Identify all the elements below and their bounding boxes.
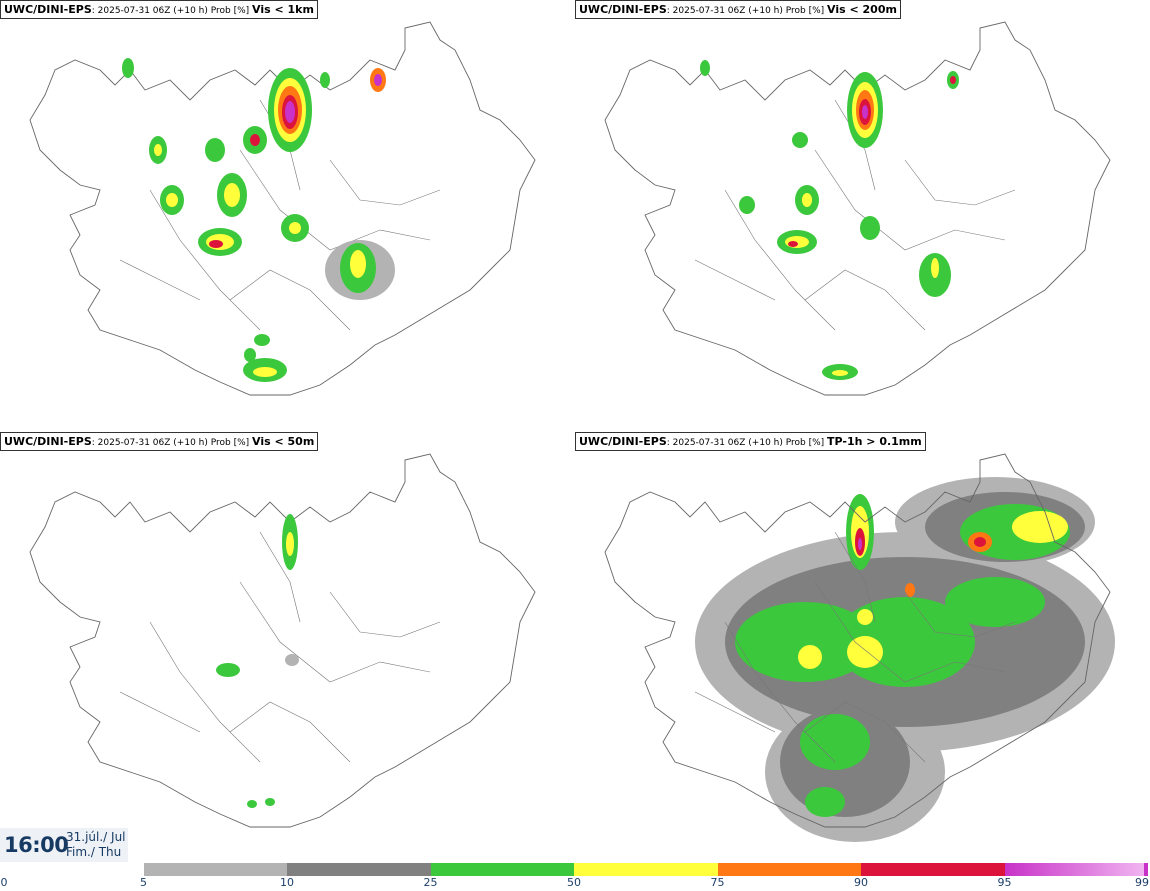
colorbar-tick-label: 99: [1135, 876, 1149, 889]
valid-time: 16:00: [4, 833, 69, 857]
valid-date: 31.júl./ Jul: [66, 830, 126, 844]
variable-label: Vis < 200m: [827, 3, 897, 16]
run-label: : 2025-07-31 06Z (+10 h) Prob [%]: [91, 438, 253, 448]
colorbar-swatch: [287, 863, 431, 876]
valid-time-box: 16:00 31.júl./ Jul Fim./ Thu: [0, 828, 128, 862]
map-canvas: [604, 21, 1111, 396]
valid-day: Fim./ Thu: [66, 845, 122, 859]
panel-title: UWC/DINI-EPS: 2025-07-31 06Z (+10 h) Pro…: [575, 0, 901, 19]
map-canvas: [29, 453, 536, 828]
map-canvas: [604, 453, 1115, 842]
probability-field: [700, 60, 959, 380]
map-panel-vis-50m: UWC/DINI-EPS: 2025-07-31 06Z (+10 h) Pro…: [0, 432, 573, 862]
variable-label: Vis < 1km: [252, 3, 314, 16]
colorbar-tick-label: 0: [0, 876, 8, 889]
colorbar-swatch: [717, 863, 861, 876]
colorbar-swatch: [574, 863, 718, 876]
run-label: : 2025-07-31 06Z (+10 h) Prob [%]: [666, 438, 828, 448]
colorbar-swatch: [861, 863, 1005, 876]
model-label: UWC/DINI-EPS: [4, 3, 92, 16]
map-panel-vis-1km: UWC/DINI-EPS: 2025-07-31 06Z (+10 h) Pro…: [0, 0, 573, 430]
panel-title: UWC/DINI-EPS: 2025-07-31 06Z (+10 h) Pro…: [0, 0, 318, 19]
colorbar-swatch: [1004, 863, 1144, 876]
probability-field: [216, 514, 299, 808]
panel-title: UWC/DINI-EPS: 2025-07-31 06Z (+10 h) Pro…: [0, 432, 319, 451]
map-panel-vis-200m: UWC/DINI-EPS: 2025-07-31 06Z (+10 h) Pro…: [575, 0, 1148, 430]
run-label: : 2025-07-31 06Z (+10 h) Prob [%]: [91, 6, 253, 16]
colorbar-tick-label: 75: [710, 876, 725, 889]
map-canvas: [29, 21, 536, 396]
variable-label: TP-1h > 0.1mm: [827, 435, 922, 448]
map-panel-precip: UWC/DINI-EPS: 2025-07-31 06Z (+10 h) Pro…: [575, 432, 1148, 862]
model-label: UWC/DINI-EPS: [579, 3, 667, 16]
panel-title: UWC/DINI-EPS: 2025-07-31 06Z (+10 h) Pro…: [575, 432, 926, 451]
model-label: UWC/DINI-EPS: [579, 435, 667, 448]
colorbar-swatch: [430, 863, 574, 876]
colorbar-tick-label: 95: [997, 876, 1012, 889]
colorbar-tick-label: 5: [140, 876, 147, 889]
run-label: : 2025-07-31 06Z (+10 h) Prob [%]: [666, 6, 828, 16]
colorbar-tick-label: 10: [280, 876, 294, 889]
colorbar-swatch: [143, 863, 287, 876]
variable-label: Vis < 50m: [252, 435, 315, 448]
colorbar-tick-label: 50: [567, 876, 581, 889]
colorbar-tick-label: 90: [854, 876, 868, 889]
probability-field: [122, 58, 395, 382]
colorbar-tick-label: 25: [423, 876, 438, 889]
model-label: UWC/DINI-EPS: [4, 435, 92, 448]
